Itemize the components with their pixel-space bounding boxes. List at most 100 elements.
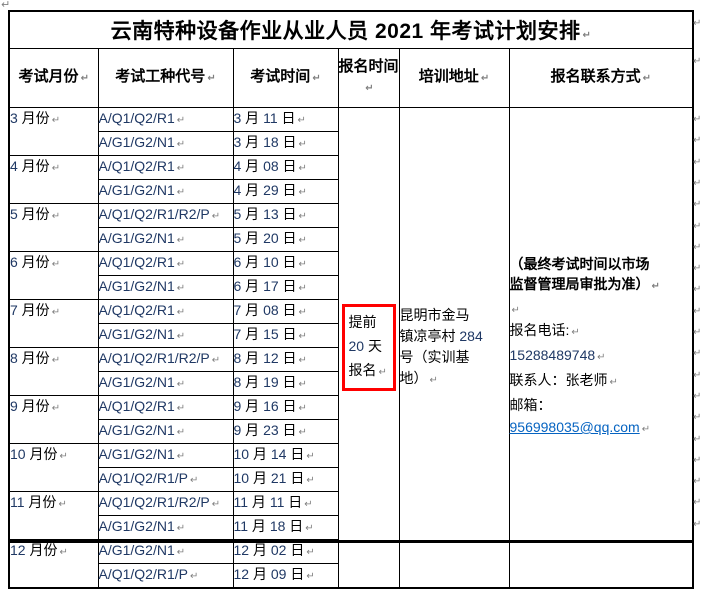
month-cell: 10 月份 ↵ [8,443,99,492]
pilcrow-mark: ↵ [298,379,307,390]
latin-text: 3 [233,134,242,150]
latin-text: A/G1/G2/N1 [98,134,175,150]
contact-line: 956998035@qq.com ↵ [510,416,693,441]
work-code-cell: A/Q1/Q2/R1/R2/P ↵ [97,347,234,372]
exam-date-cell: 6 月 17 日 ↵ [232,275,339,300]
latin-text: A/G1/G2/N1 [98,326,175,342]
exam-date-cell: 12 月 09 日 ↵ [232,563,339,589]
pilcrow-mark: ↵ [176,547,186,558]
exam-time-note: （最终考试时间以市场 [509,256,650,272]
month-cell: 11 月份 ↵ [8,491,99,540]
pilcrow-mark: ↵ [298,307,307,318]
latin-text: A/G1/G2/N1 [98,230,175,246]
latin-text: A/Q1/Q2/R1 [98,158,175,174]
month-cell: 12 月份 ↵ [8,539,99,589]
latin-text: A/Q1/Q2/R1 [98,398,175,414]
month-cell: 3 月份 ↵ [8,107,99,156]
address-line: 镇凉亭村 284 [399,327,483,344]
row-end-mark: ↵ [693,390,701,402]
latin-text: 4 [233,182,242,198]
pilcrow-mark: ↵ [306,475,315,486]
row-end-mark: ↵ [693,177,701,189]
pilcrow-mark: ↵ [51,211,61,222]
pilcrow-mark: ↵ [1,0,11,11]
exam-date-cell: 12 月 02 日 ↵ [232,539,339,564]
pilcrow-mark: ↵ [176,283,186,294]
table-row: 9 月份 ↵ A/Q1/Q2/R1 ↵ 9 月 16 日 ↵ [8,395,693,444]
latin-text: 11 [233,494,249,510]
latin-text: A/Q1/Q2/R1 [98,254,175,270]
exam-date-cell: 11 月 18 日 ↵ [232,515,339,540]
pilcrow-mark: ↵ [59,451,68,462]
row-end-mark: ↵ [693,305,701,317]
pilcrow-mark: ↵ [511,305,520,316]
pilcrow-mark: ↵ [582,30,592,41]
row-end-mark: ↵ [693,284,701,296]
latin-text: 5 [10,206,18,222]
pilcrow-mark: ↵ [207,73,216,84]
work-code-cell: A/G1/G2/N1 ↵ [97,371,234,396]
row-end-mark: ↵ [693,433,701,445]
work-code-cell: A/G1/G2/N1 ↵ [97,515,234,540]
exam-date-cell: 3 月 11 日 ↵ [232,107,339,132]
contact-info-cell: （最终考试时间以市场 监督管理局审批为准） ↵ ↵ 报名电话: ↵ 15288489748 ↵… [508,107,694,589]
exam-date-cell: 4 月 08 日 ↵ [232,155,339,180]
latin-text: 11 [233,518,249,534]
pilcrow-mark: ↵ [51,355,61,366]
pilcrow-mark: ↵ [176,523,186,534]
row-end-mark: ↵ [693,135,701,147]
latin-text: 23 [263,422,279,438]
exam-date-cell: 5 月 13 日 ↵ [232,203,339,228]
work-code-cell: A/Q1/Q2/R1/P ↵ [97,467,234,492]
pilcrow-mark: ↵ [298,427,307,438]
latin-text: 8 [233,374,242,390]
pilcrow-mark: ↵ [51,307,61,318]
work-code-cell: A/G1/G2/N1 ↵ [97,131,234,156]
latin-text: 12 [233,566,250,582]
header-training-address: 培训地址 ↵ [398,48,510,108]
latin-text: 16 [263,398,279,414]
pilcrow-mark: ↵ [609,377,618,388]
latin-text: 7 [10,302,18,318]
pilcrow-mark: ↵ [298,259,307,270]
exam-date-cell: 6 月 10 日 ↵ [232,251,339,276]
exam-date-cell: 4 月 29 日 ↵ [232,179,339,204]
contact-line: 15288489748 ↵ [510,344,693,369]
latin-text: A/G1/G2/N1 [98,374,175,390]
work-code-cell: A/G1/G2/N1 ↵ [97,323,234,348]
pilcrow-mark: ↵ [176,259,186,270]
latin-text: 4 [233,158,242,174]
latin-text: 9 [233,422,242,438]
email-link[interactable]: 956998035@qq.com [509,419,640,435]
row-end-mark: ↵ [693,518,701,530]
registration-notice-line: 报名 ↵ [348,362,387,378]
latin-text: 6 [233,254,242,270]
row-end-mark: ↵ [693,220,701,232]
document-title: 云南特种设备作业从业人员 2021 年考试计划安排 [110,20,581,43]
exam-date-cell: 10 月 21 日 ↵ [232,467,339,492]
pilcrow-mark: ↵ [51,163,61,174]
month-cell: 7 月份 ↵ [8,299,99,348]
latin-text: A/Q1/Q2/R1/R2/P [98,206,210,222]
pilcrow-mark: ↵ [211,355,221,366]
pilcrow-mark: ↵ [51,115,61,126]
exam-date-cell: 9 月 16 日 ↵ [232,395,339,420]
pilcrow-mark: ↵ [642,73,651,84]
latin-text: 9 [233,398,242,414]
row-end-mark: ↵ [693,114,701,125]
month-cell: 8 月份 ↵ [8,347,99,396]
row-end-mark: ↵ [693,18,701,29]
header-exam-month: 考试月份 ↵ [8,48,99,108]
work-code-cell: A/Q1/Q2/R1/P ↵ [97,563,234,589]
pilcrow-mark: ↵ [298,355,307,366]
pilcrow-mark: ↵ [298,235,307,246]
address-line: 号（实训基 [399,348,470,365]
latin-text: A/Q1/Q2/R1/R2/P [98,494,210,510]
exam-date-cell: 11 月 11 日 ↵ [232,491,339,516]
latin-text: A/G1/G2/N1 [98,518,175,534]
pilcrow-mark: ↵ [378,367,387,378]
exam-date-cell: 7 月 08 日 ↵ [232,299,339,324]
table-row: 8 月份 ↵ A/Q1/Q2/R1/R2/P ↵ 8 月 12 日 ↵ [8,347,693,396]
latin-text: 284 [459,327,483,344]
pilcrow-mark: ↵ [176,403,186,414]
